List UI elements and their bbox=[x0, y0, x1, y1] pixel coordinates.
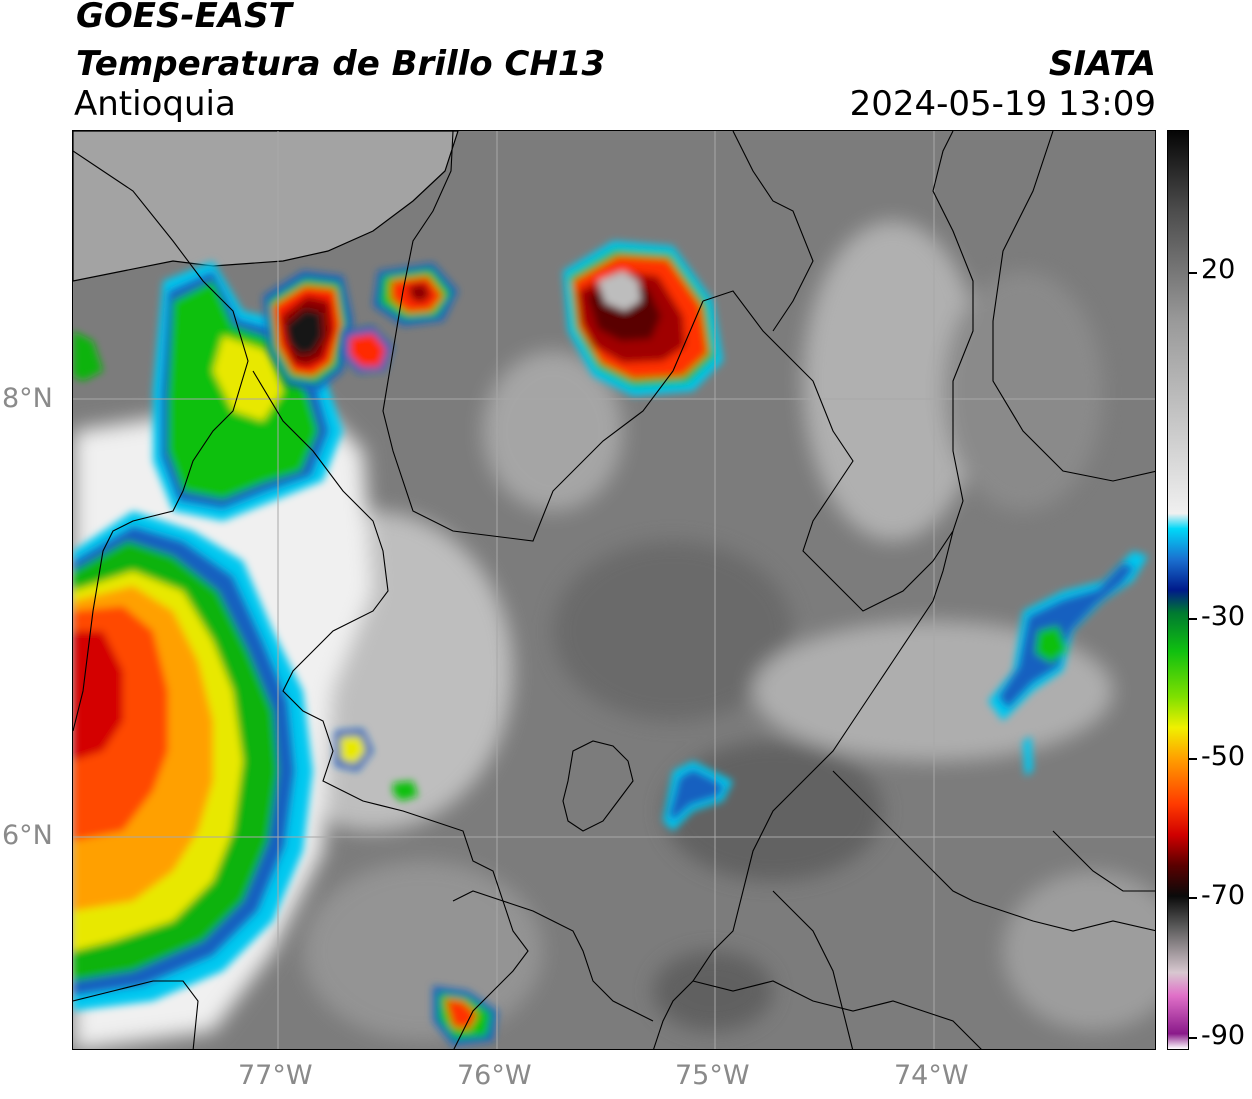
datetime-label: 2024-05-19 13:09 bbox=[849, 84, 1156, 124]
lon-label-76w: 76°W bbox=[457, 1060, 532, 1091]
lat-label-6n: 6°N bbox=[2, 820, 53, 851]
colorbar-label-minus90: -90 bbox=[1201, 1020, 1246, 1051]
product-title: Temperatura de Brillo CH13 bbox=[76, 44, 606, 84]
colorbar bbox=[1167, 130, 1189, 1050]
lon-label-74w: 74°W bbox=[894, 1060, 969, 1091]
colorbar-tick-minus70 bbox=[1189, 897, 1197, 899]
colorbar-label-minus50: -50 bbox=[1201, 741, 1246, 772]
colorbar-tick-20 bbox=[1189, 272, 1197, 274]
lon-label-77w: 77°W bbox=[238, 1060, 313, 1091]
colorbar-label-minus70: -70 bbox=[1201, 880, 1246, 911]
satellite-image bbox=[73, 131, 1155, 1049]
colorbar-label-20: 20 bbox=[1201, 254, 1236, 285]
lat-label-8n: 8°N bbox=[2, 383, 53, 414]
satellite-title: GOES-EAST bbox=[76, 0, 292, 36]
colorbar-label-minus30: -30 bbox=[1201, 601, 1246, 632]
lon-label-75w: 75°W bbox=[675, 1060, 750, 1091]
colorbar-tick-minus50 bbox=[1189, 758, 1197, 760]
organization-label: SIATA bbox=[1048, 44, 1156, 84]
region-label: Antioquia bbox=[74, 84, 236, 124]
colorbar-tick-minus90 bbox=[1189, 1037, 1197, 1039]
colorbar-tick-minus30 bbox=[1189, 618, 1197, 620]
map-panel[interactable] bbox=[72, 130, 1156, 1050]
